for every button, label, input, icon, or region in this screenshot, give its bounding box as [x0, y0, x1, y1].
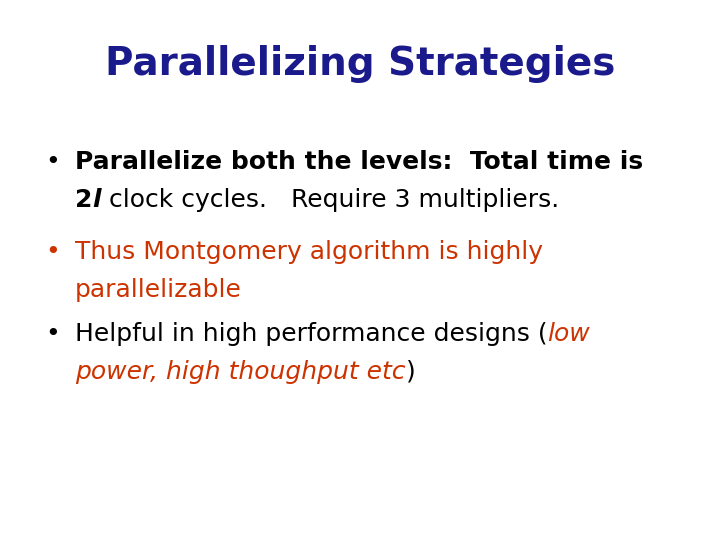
Text: clock cycles.   Require 3 multipliers.: clock cycles. Require 3 multipliers. [101, 188, 559, 212]
Text: Helpful in high performance designs (: Helpful in high performance designs ( [75, 322, 548, 346]
Text: parallelizable: parallelizable [75, 278, 242, 302]
Text: Thus Montgomery algorithm is highly: Thus Montgomery algorithm is highly [75, 240, 543, 264]
Text: •: • [45, 322, 60, 346]
Text: ): ) [405, 360, 415, 384]
Text: Parallelize both the levels:  Total time is: Parallelize both the levels: Total time … [75, 150, 643, 174]
Text: •: • [45, 240, 60, 264]
Text: Parallelizing Strategies: Parallelizing Strategies [105, 45, 615, 83]
Text: power, high thoughput etc: power, high thoughput etc [75, 360, 405, 384]
Text: l: l [92, 188, 101, 212]
Text: •: • [45, 150, 60, 174]
Text: low: low [548, 322, 590, 346]
Text: 2: 2 [75, 188, 92, 212]
